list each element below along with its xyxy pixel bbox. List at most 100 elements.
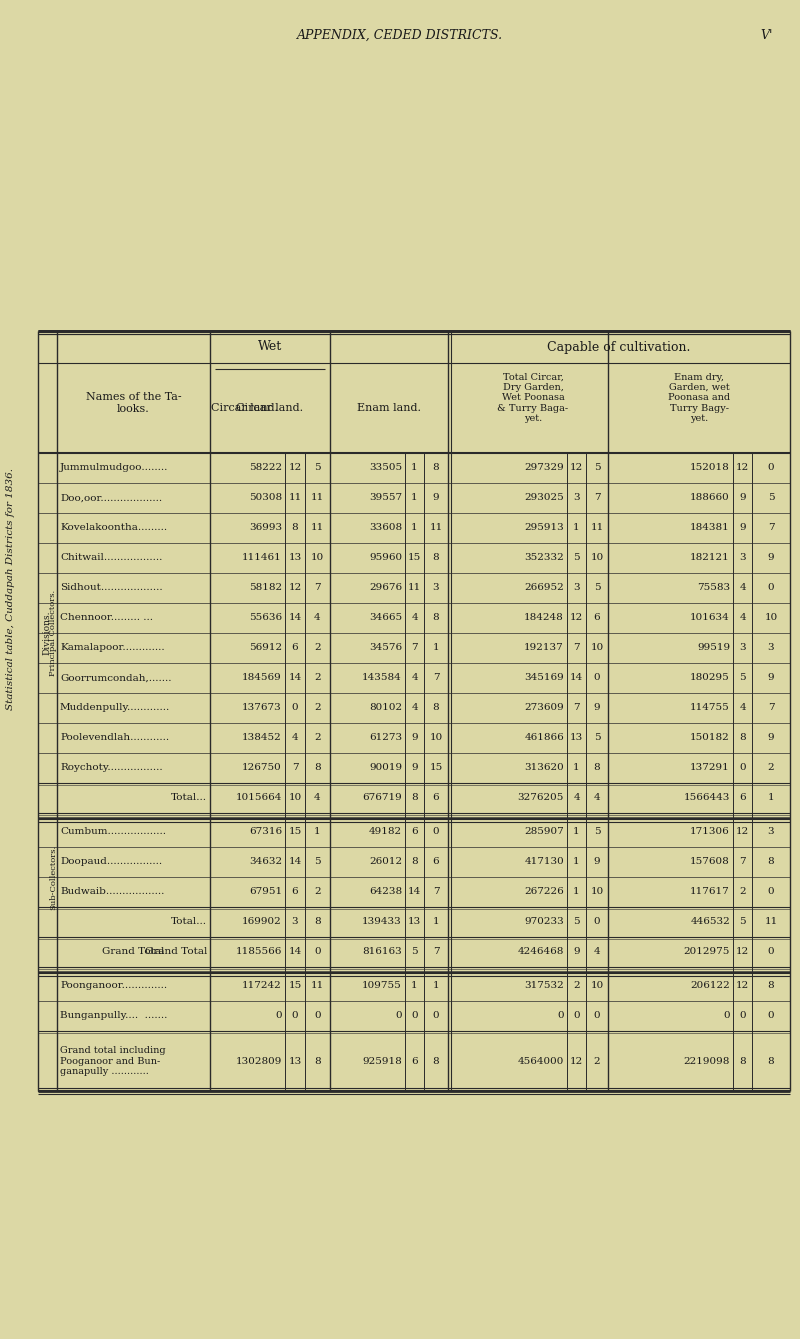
Text: 1: 1: [573, 888, 580, 897]
Text: 1: 1: [573, 828, 580, 837]
Text: 0: 0: [768, 948, 774, 956]
Text: 7: 7: [594, 494, 600, 502]
Text: 7: 7: [411, 644, 418, 652]
Text: 9: 9: [411, 763, 418, 773]
Text: 5: 5: [768, 494, 774, 502]
Text: 1185566: 1185566: [236, 948, 282, 956]
Text: 7: 7: [314, 584, 321, 592]
Text: Cumbum..................: Cumbum..................: [60, 828, 166, 837]
Text: 8: 8: [433, 463, 439, 473]
Text: 8: 8: [739, 734, 746, 743]
Text: 33608: 33608: [369, 524, 402, 533]
Text: 9: 9: [433, 494, 439, 502]
Text: 14: 14: [408, 888, 421, 897]
Text: Jummulmudgoo........: Jummulmudgoo........: [60, 463, 168, 473]
Text: 5: 5: [594, 734, 600, 743]
Text: 95960: 95960: [369, 553, 402, 562]
Text: 8: 8: [433, 613, 439, 623]
Text: 12: 12: [736, 828, 749, 837]
Text: 12: 12: [288, 463, 302, 473]
Text: 3: 3: [768, 828, 774, 837]
Text: 7: 7: [433, 674, 439, 683]
Text: 13: 13: [570, 734, 583, 743]
Text: Bunganpully....  .......: Bunganpully.... .......: [60, 1011, 167, 1020]
Text: Roychoty.................: Roychoty.................: [60, 763, 162, 773]
Text: 5: 5: [739, 674, 746, 683]
Text: 3: 3: [573, 584, 580, 592]
Text: 1302809: 1302809: [236, 1056, 282, 1066]
Text: 9: 9: [594, 857, 600, 866]
Text: 150182: 150182: [690, 734, 730, 743]
Text: Divisions.: Divisions.: [42, 611, 51, 655]
Text: 1: 1: [433, 981, 439, 991]
Text: 80102: 80102: [369, 703, 402, 712]
Text: 5: 5: [594, 463, 600, 473]
Text: Poolevendlah............: Poolevendlah............: [60, 734, 169, 743]
Text: 0: 0: [739, 1011, 746, 1020]
Text: 8: 8: [433, 553, 439, 562]
Text: 4: 4: [739, 703, 746, 712]
Text: 50308: 50308: [249, 494, 282, 502]
Text: 7: 7: [768, 524, 774, 533]
Text: 417130: 417130: [524, 857, 564, 866]
Text: 0: 0: [594, 674, 600, 683]
Text: 11: 11: [408, 584, 421, 592]
Text: 0: 0: [768, 1011, 774, 1020]
Text: 1: 1: [411, 524, 418, 533]
Text: 8: 8: [314, 917, 321, 927]
Text: 2: 2: [314, 888, 321, 897]
Text: 184248: 184248: [524, 613, 564, 623]
Text: 1015664: 1015664: [236, 794, 282, 802]
Text: 4: 4: [411, 674, 418, 683]
Text: 11: 11: [590, 524, 604, 533]
Text: Grand total including
Pooganoor and Bun-
ganapully ............: Grand total including Pooganoor and Bun-…: [60, 1046, 166, 1077]
Text: 4: 4: [292, 734, 298, 743]
Text: 0: 0: [433, 828, 439, 837]
Text: 297329: 297329: [524, 463, 564, 473]
Text: 5: 5: [573, 917, 580, 927]
Text: Enam land.: Enam land.: [357, 403, 421, 412]
Text: 6: 6: [292, 888, 298, 897]
Text: Chennoor......... ...: Chennoor......... ...: [60, 613, 153, 623]
Text: 15: 15: [408, 553, 421, 562]
Text: 143584: 143584: [362, 674, 402, 683]
Text: 9: 9: [768, 734, 774, 743]
Text: 1: 1: [573, 524, 580, 533]
Text: 10: 10: [590, 981, 604, 991]
Text: Circar land.: Circar land.: [211, 403, 278, 412]
Text: Chitwail..................: Chitwail..................: [60, 553, 162, 562]
Text: 0: 0: [292, 1011, 298, 1020]
Text: 0: 0: [411, 1011, 418, 1020]
Text: 4: 4: [594, 948, 600, 956]
Text: Total Circar,
Dry Garden,
Wet Poonasa
& Turry Baga-
yet.: Total Circar, Dry Garden, Wet Poonasa & …: [498, 372, 569, 423]
Text: 12: 12: [570, 1056, 583, 1066]
Text: Names of the Ta-
looks.: Names of the Ta- looks.: [86, 392, 182, 414]
Text: 4: 4: [594, 794, 600, 802]
Text: 137673: 137673: [242, 703, 282, 712]
Text: 0: 0: [594, 1011, 600, 1020]
Text: 99519: 99519: [697, 644, 730, 652]
Text: 4: 4: [739, 613, 746, 623]
Text: 5: 5: [411, 948, 418, 956]
Text: Wet: Wet: [258, 340, 282, 353]
Text: 1: 1: [411, 463, 418, 473]
Text: 12: 12: [570, 463, 583, 473]
Text: 6: 6: [433, 794, 439, 802]
Text: Capable of cultivation.: Capable of cultivation.: [547, 340, 690, 353]
Text: Kamalapoor.............: Kamalapoor.............: [60, 644, 165, 652]
Text: 345169: 345169: [524, 674, 564, 683]
Text: Grand Total: Grand Total: [102, 948, 165, 956]
Text: 0: 0: [275, 1011, 282, 1020]
Text: Budwaib..................: Budwaib..................: [60, 888, 164, 897]
Text: 0: 0: [594, 917, 600, 927]
Text: 5: 5: [594, 584, 600, 592]
Text: 11: 11: [311, 981, 324, 991]
Text: 295913: 295913: [524, 524, 564, 533]
Text: 8: 8: [768, 857, 774, 866]
Text: 0: 0: [723, 1011, 730, 1020]
Text: Poonganoor..............: Poonganoor..............: [60, 981, 167, 991]
Text: 26012: 26012: [369, 857, 402, 866]
Text: 446532: 446532: [690, 917, 730, 927]
Text: 9: 9: [573, 948, 580, 956]
Text: 10: 10: [311, 553, 324, 562]
